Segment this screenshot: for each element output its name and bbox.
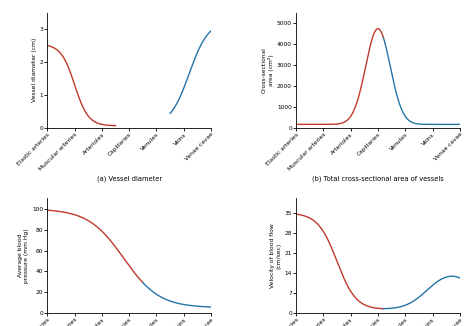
X-axis label: (a) Vessel diameter: (a) Vessel diameter (97, 176, 162, 182)
Y-axis label: Vessel diameter (cm): Vessel diameter (cm) (32, 38, 36, 102)
Y-axis label: Velocity of blood flow
(cm/sec): Velocity of blood flow (cm/sec) (271, 223, 282, 288)
Y-axis label: Cross-sectional
area (cm²): Cross-sectional area (cm²) (262, 47, 274, 93)
X-axis label: (b) Total cross-sectional area of vessels: (b) Total cross-sectional area of vessel… (312, 176, 444, 182)
Y-axis label: Average blood
pressure (mm Hg): Average blood pressure (mm Hg) (18, 229, 29, 283)
